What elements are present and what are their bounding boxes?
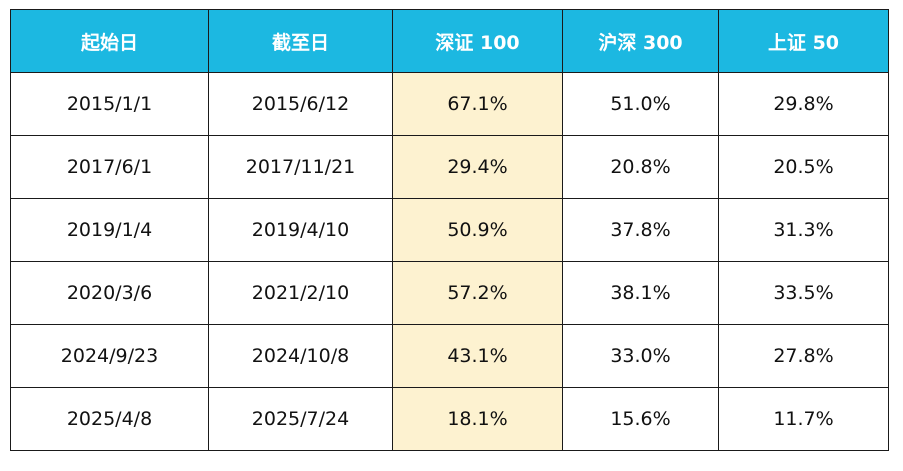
table-row: 2019/1/4 2019/4/10 50.9% 37.8% 31.3% [10,198,889,262]
cell-szse-100: 67.1% [392,72,563,136]
cell-szse-100: 29.4% [392,135,563,199]
cell-start-date: 2025/4/8 [10,387,209,451]
header-csi-300: 沪深 300 [562,9,719,73]
cell-start-date: 2020/3/6 [10,261,209,325]
cell-start-date: 2019/1/4 [10,198,209,262]
cell-sse-50: 20.5% [718,135,889,199]
table-row: 2024/9/23 2024/10/8 43.1% 33.0% 27.8% [10,324,889,388]
cell-szse-100: 57.2% [392,261,563,325]
cell-csi-300: 33.0% [562,324,719,388]
table-row: 2015/1/1 2015/6/12 67.1% 51.0% 29.8% [10,72,889,136]
cell-end-date: 2025/7/24 [208,387,393,451]
cell-end-date: 2017/11/21 [208,135,393,199]
cell-sse-50: 29.8% [718,72,889,136]
cell-end-date: 2024/10/8 [208,324,393,388]
table-row: 2020/3/6 2021/2/10 57.2% 38.1% 33.5% [10,261,889,325]
cell-csi-300: 20.8% [562,135,719,199]
table-row: 2025/4/8 2025/7/24 18.1% 15.6% 11.7% [10,387,889,451]
table-row: 2017/6/1 2017/11/21 29.4% 20.8% 20.5% [10,135,889,199]
cell-sse-50: 33.5% [718,261,889,325]
cell-szse-100: 50.9% [392,198,563,262]
cell-sse-50: 27.8% [718,324,889,388]
cell-csi-300: 15.6% [562,387,719,451]
cell-end-date: 2015/6/12 [208,72,393,136]
header-sse-50: 上证 50 [718,9,889,73]
cell-csi-300: 38.1% [562,261,719,325]
cell-start-date: 2024/9/23 [10,324,209,388]
cell-szse-100: 18.1% [392,387,563,451]
cell-szse-100: 43.1% [392,324,563,388]
header-end-date: 截至日 [208,9,393,73]
cell-start-date: 2017/6/1 [10,135,209,199]
header-row: 起始日 截至日 深证 100 沪深 300 上证 50 [10,9,889,73]
cell-csi-300: 37.8% [562,198,719,262]
header-szse-100: 深证 100 [392,9,563,73]
cell-end-date: 2019/4/10 [208,198,393,262]
cell-csi-300: 51.0% [562,72,719,136]
cell-sse-50: 31.3% [718,198,889,262]
header-start-date: 起始日 [10,9,209,73]
cell-start-date: 2015/1/1 [10,72,209,136]
cell-end-date: 2021/2/10 [208,261,393,325]
cell-sse-50: 11.7% [718,387,889,451]
data-table: 起始日 截至日 深证 100 沪深 300 上证 50 2015/1/1 201… [10,9,889,451]
